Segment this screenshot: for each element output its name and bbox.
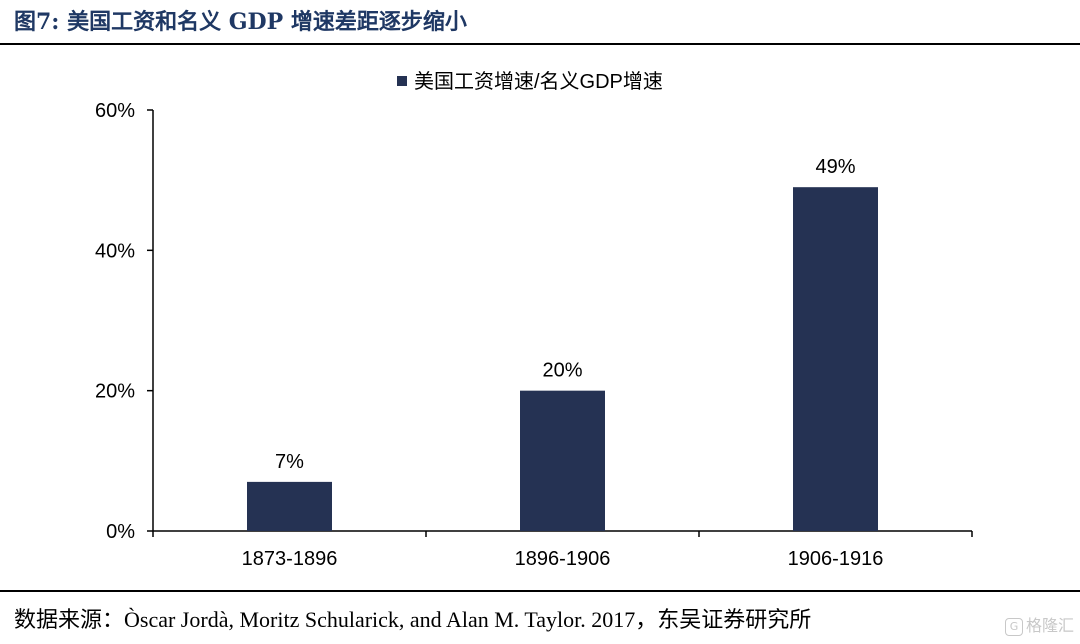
bottom-rule [0,590,1080,592]
data-label: 49% [815,156,855,178]
y-tick-label: 60% [95,100,135,122]
bar-1906-1916 [793,187,878,531]
watermark: G 格隆汇 [1004,612,1074,636]
top-rule [0,43,1080,45]
data-label: 7% [275,451,304,473]
x-tick-label: 1873-1896 [242,548,338,570]
x-tick-label: 1896-1906 [515,548,611,570]
legend-swatch [397,76,407,86]
watermark-text: 格隆汇 [1025,616,1074,635]
data-label: 20% [542,360,582,382]
bar-1896-1906 [520,390,605,531]
figure-title: 图7: 美国工资和名义 GDP 增速差距逐步缩小 [14,9,467,35]
y-tick-label: 0% [106,521,135,543]
y-tick-label: 20% [95,381,135,403]
data-labels: 7% 20% 49% [275,156,856,473]
watermark-logo-icon: G [1004,617,1023,636]
bars [247,187,878,531]
y-tick-label: 40% [95,240,135,262]
x-tick-label: 1906-1916 [788,548,884,570]
legend-label: 美国工资增速/名义GDP增速 [414,70,663,93]
legend: 美国工资增速/名义GDP增速 [397,70,663,93]
bar-1873-1896 [247,481,332,531]
source-note: 数据来源：Òscar Jordà, Moritz Schularick, and… [14,607,812,632]
